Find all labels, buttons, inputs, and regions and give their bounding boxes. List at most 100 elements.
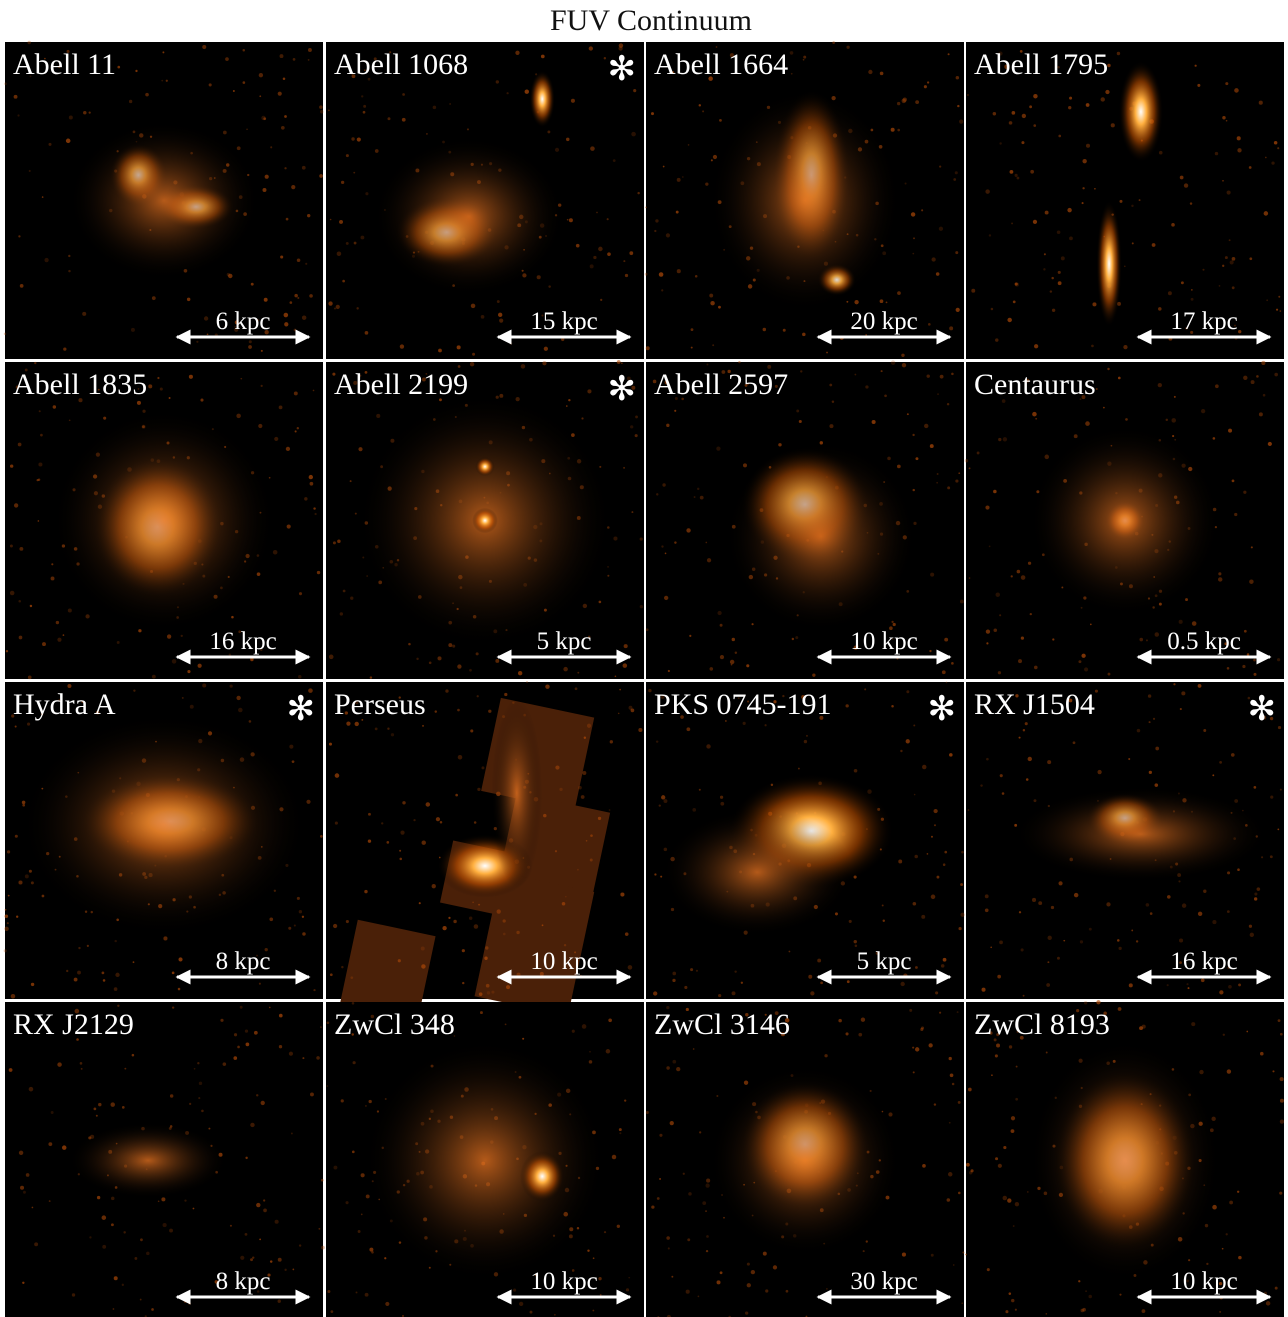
- speckle: [399, 344, 405, 349]
- speckle: [856, 645, 859, 648]
- speckle: [879, 299, 884, 304]
- speckle: [958, 926, 962, 931]
- speckle: [332, 541, 336, 545]
- speckle: [939, 165, 942, 168]
- speckle: [568, 218, 573, 223]
- speckle: [623, 466, 626, 469]
- speckle: [996, 1033, 1000, 1037]
- speckle: [1024, 722, 1028, 726]
- speckle: [680, 715, 684, 719]
- speckle: [425, 372, 428, 375]
- speckle: [256, 1094, 259, 1097]
- speckle: [349, 480, 352, 483]
- speckle: [812, 673, 816, 677]
- speckle: [901, 353, 905, 357]
- emission: [68, 1122, 228, 1199]
- speckle: [1117, 376, 1121, 380]
- speckle: [891, 620, 894, 624]
- speckle: [959, 599, 964, 604]
- speckle: [228, 273, 233, 279]
- speckle: [9, 544, 13, 548]
- speckle: [28, 869, 32, 873]
- speckle: [626, 376, 631, 381]
- speckle: [864, 688, 867, 691]
- speckle: [658, 272, 664, 277]
- speckle: [1273, 141, 1278, 145]
- emission: [661, 808, 853, 936]
- speckle: [1231, 479, 1235, 483]
- speckle: [1117, 939, 1120, 942]
- speckle: [826, 351, 828, 354]
- speckle: [1262, 715, 1267, 720]
- scale-label: 16 kpc: [1170, 948, 1237, 975]
- speckle: [631, 385, 636, 390]
- speckle: [277, 91, 282, 96]
- speckle: [661, 545, 664, 548]
- speckle: [774, 384, 778, 388]
- speckle: [4, 926, 9, 932]
- speckle: [24, 874, 29, 879]
- speckle: [475, 652, 479, 656]
- speckle: [307, 48, 312, 52]
- speckle: [930, 894, 936, 900]
- speckle: [78, 398, 83, 403]
- speckle: [846, 45, 850, 49]
- speckle: [1228, 239, 1231, 242]
- speckle: [896, 464, 901, 469]
- speckle: [674, 409, 677, 412]
- speckle: [990, 307, 994, 311]
- speckle: [1008, 1292, 1012, 1295]
- speckle: [513, 1288, 517, 1292]
- speckle: [189, 1102, 192, 1105]
- speckle: [188, 1302, 191, 1305]
- speckle: [328, 109, 330, 112]
- speckle: [1191, 1022, 1196, 1027]
- speckle: [387, 727, 390, 730]
- speckle: [719, 795, 724, 799]
- speckle: [193, 1067, 196, 1070]
- speckle: [509, 342, 513, 345]
- speckle: [1258, 100, 1263, 105]
- speckle: [319, 174, 323, 178]
- speckle: [729, 659, 735, 665]
- speckle: [366, 575, 369, 577]
- speckle: [824, 1054, 828, 1058]
- speckle: [28, 169, 31, 172]
- speckle: [336, 251, 342, 257]
- speckle: [623, 260, 626, 263]
- speckle: [85, 614, 90, 619]
- speckle: [1014, 282, 1019, 287]
- speckle: [885, 301, 888, 304]
- speckle: [627, 965, 633, 970]
- speckle: [628, 1276, 631, 1279]
- speckle: [292, 1268, 295, 1271]
- speckle: [955, 307, 960, 313]
- speckle: [354, 721, 359, 727]
- speckle: [1234, 799, 1239, 803]
- speckle: [702, 1201, 707, 1205]
- speckle: [690, 346, 693, 349]
- speckle: [637, 191, 640, 195]
- speckle: [706, 744, 711, 749]
- speckle: [6, 850, 11, 854]
- speckle: [248, 340, 252, 344]
- speckle: [452, 644, 456, 648]
- speckle: [939, 374, 944, 379]
- speckle: [68, 269, 71, 273]
- speckle: [638, 727, 643, 733]
- speckle: [285, 217, 289, 221]
- speckle: [502, 932, 506, 936]
- speckle: [871, 420, 876, 425]
- speckle: [117, 1004, 120, 1007]
- speckle: [48, 1200, 51, 1203]
- speckle: [1057, 956, 1060, 960]
- emission: [52, 409, 276, 632]
- speckle: [438, 348, 442, 353]
- speckle: [365, 1105, 367, 1107]
- speckle: [931, 257, 936, 262]
- speckle: [1043, 268, 1046, 271]
- speckle: [619, 1132, 622, 1135]
- speckle: [590, 834, 593, 837]
- speckle: [554, 850, 558, 853]
- speckle: [421, 964, 426, 969]
